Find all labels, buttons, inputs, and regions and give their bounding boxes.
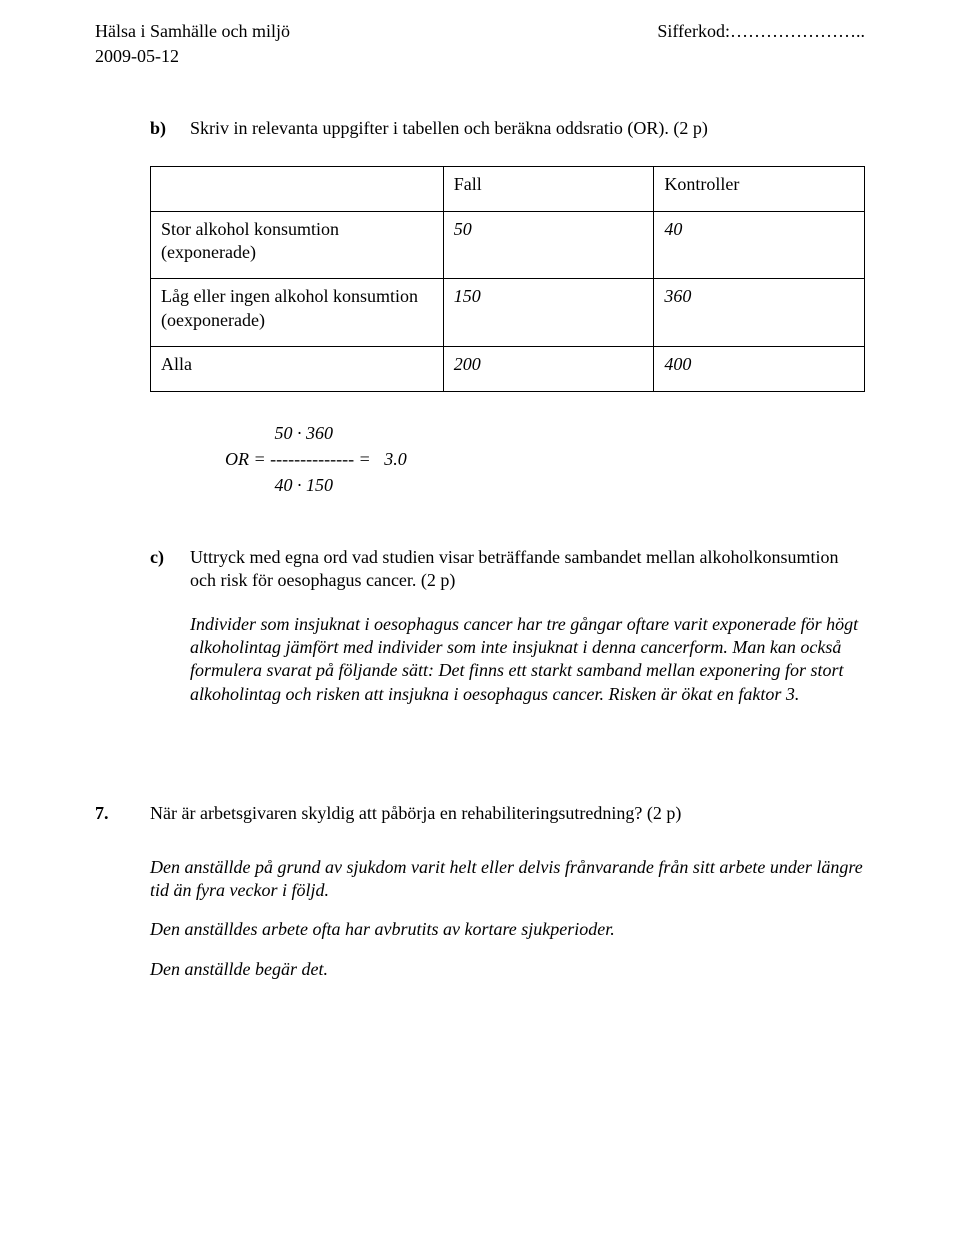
table-row1-kontroller: 40 bbox=[654, 211, 865, 279]
calc-equation: OR = -------------- = 3.0 bbox=[225, 446, 865, 472]
question-7-answer-3: Den anställde begär det. bbox=[150, 958, 865, 981]
table-row1-label: Stor alkohol konsumtion (exponerade) bbox=[151, 211, 444, 279]
table-header-fall: Fall bbox=[443, 167, 654, 211]
question-7-prompt: När är arbetsgivaren skyldig att påbörja… bbox=[150, 802, 865, 825]
question-c-prompt: Uttryck med egna ord vad studien visar b… bbox=[190, 546, 865, 593]
table-header-empty bbox=[151, 167, 444, 211]
odds-ratio-calculation: 50 · 360 OR = -------------- = 3.0 40 · … bbox=[225, 420, 865, 498]
calc-denominator: 40 · 150 bbox=[225, 472, 865, 498]
odds-ratio-table: Fall Kontroller Stor alkohol konsumtion … bbox=[150, 166, 865, 391]
table-row3-label: Alla bbox=[151, 347, 444, 391]
table-row2-kontroller: 360 bbox=[654, 279, 865, 347]
question-7-number: 7. bbox=[95, 802, 150, 825]
header-course: Hälsa i Samhälle och miljö bbox=[95, 20, 290, 43]
question-b-letter: b) bbox=[150, 117, 190, 140]
question-7-answer-1: Den anställde på grund av sjukdom varit … bbox=[150, 856, 865, 903]
header-date: 2009-05-12 bbox=[95, 45, 865, 68]
table-row3-kontroller: 400 bbox=[654, 347, 865, 391]
table-row2-fall: 150 bbox=[443, 279, 654, 347]
question-b-prompt: Skriv in relevanta uppgifter i tabellen … bbox=[190, 117, 865, 140]
table-row1-fall: 50 bbox=[443, 211, 654, 279]
header-sifferkod: Sifferkod:………………….. bbox=[657, 20, 865, 43]
question-c-letter: c) bbox=[150, 546, 190, 774]
question-7-answer-2: Den anställdes arbete ofta har avbrutits… bbox=[150, 918, 865, 941]
table-row3-fall: 200 bbox=[443, 347, 654, 391]
calc-numerator: 50 · 360 bbox=[225, 420, 865, 446]
table-row2-label: Låg eller ingen alkohol konsumtion (oexp… bbox=[151, 279, 444, 347]
question-c-answer: Individer som insjuknat i oesophagus can… bbox=[190, 613, 865, 707]
table-header-kontroller: Kontroller bbox=[654, 167, 865, 211]
